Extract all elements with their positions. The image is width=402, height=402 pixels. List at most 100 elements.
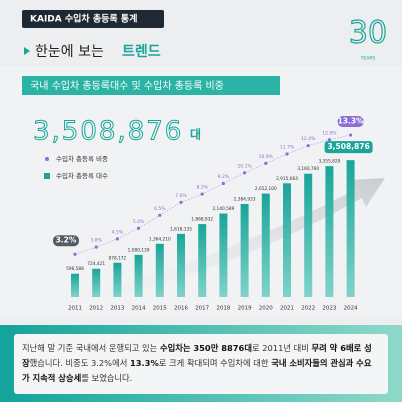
chart-title: 국내 수입차 총등록대수 및 수입차 총등록 비중 — [30, 79, 224, 92]
x-tick-label: 2018 — [216, 306, 230, 312]
bar — [261, 193, 270, 297]
share-point — [349, 133, 353, 137]
logo-number: 30 — [349, 16, 387, 51]
legend-label: 수입차 총등록 대수 — [56, 171, 108, 180]
big-number: 3,508,876 — [33, 117, 183, 147]
value-label: 3,508,876 — [327, 142, 369, 151]
legend-dot — [45, 157, 49, 161]
paragraph-segment: 지난해 말 기준 국내에서 운행되고 있는 — [22, 343, 160, 353]
share-label: 6.5% — [154, 206, 166, 212]
x-tick-label: 2011 — [68, 306, 82, 312]
x-tick-label: 2022 — [301, 306, 315, 312]
value-label: 1,080,139 — [128, 247, 150, 253]
legend-swatch — [44, 173, 50, 179]
share-point — [73, 252, 77, 256]
share-label-bg — [337, 116, 364, 128]
x-tick-label: 2024 — [344, 306, 358, 312]
paragraph: 지난해 말 기준 국내에서 운행되고 있는 수입차는 350만 8876대로 2… — [22, 341, 378, 386]
value-label: 1,868,932 — [191, 217, 213, 223]
x-tick-label: 2012 — [89, 306, 103, 312]
share-point — [137, 226, 141, 230]
x-tick-label: 2017 — [195, 306, 209, 312]
share-point — [306, 144, 310, 148]
value-label: 878,172 — [109, 255, 127, 261]
value-label-bg — [324, 141, 373, 154]
logo-text: YEARS — [360, 56, 376, 62]
chart-title-bg — [22, 76, 280, 95]
value-label: 2,140,589 — [212, 206, 234, 212]
value-label: 2,652,100 — [255, 186, 277, 192]
headline: 한눈에 보는 — [35, 44, 104, 60]
share-point — [200, 192, 204, 196]
share-point — [285, 152, 289, 156]
paragraph-segment: 무려 약 6배로 성장 — [22, 343, 372, 368]
share-label: 13.3% — [338, 117, 365, 126]
paragraph-segment: 했습니다. 비중도 3.2%에서 — [29, 358, 130, 368]
value-label: 2,915,664 — [276, 176, 298, 182]
paragraph-segment: 를 보였습니다. — [81, 373, 133, 383]
tag: KAIDA 수입차 총등록 통계 — [30, 13, 137, 25]
bar — [346, 160, 355, 297]
bar — [283, 183, 291, 297]
paragraph-segment: 로 2011년 대비 — [251, 343, 312, 353]
share-label: 7.6% — [175, 193, 187, 199]
share-label: 4.5% — [112, 229, 124, 235]
bar — [113, 262, 122, 297]
share-label: 8.3% — [196, 185, 208, 191]
share-label: 12.4% — [301, 136, 316, 142]
value-label: 1,618,135 — [170, 226, 192, 232]
value-label: 596,588 — [66, 266, 84, 272]
x-tick-label: 2023 — [322, 306, 336, 312]
value-label: 724,421 — [87, 261, 105, 267]
value-label: 1,364,210 — [149, 236, 171, 242]
tag-bg — [22, 10, 164, 28]
share-point — [94, 245, 98, 249]
share-label: 3.2% — [56, 236, 77, 245]
value-label: 3,355,829 — [318, 159, 340, 165]
bar — [325, 166, 334, 297]
share-point — [243, 171, 247, 175]
x-tick-label: 2015 — [153, 306, 167, 312]
x-tick-label: 2021 — [280, 306, 294, 312]
share-label: 12.9% — [322, 130, 337, 136]
share-line — [74, 134, 351, 255]
paragraph-segment: 로 크게 확대되며 수입차에 대한 — [158, 358, 272, 368]
x-tick-label: 2014 — [132, 306, 146, 312]
bar — [219, 213, 228, 297]
bar — [92, 268, 101, 297]
share-point — [264, 161, 268, 165]
bar — [71, 273, 79, 297]
share-point — [158, 213, 162, 217]
share-point — [115, 237, 119, 241]
share-label: 11.7% — [280, 144, 295, 150]
value-label: 2,384,933 — [234, 196, 256, 202]
x-tick-label: 2019 — [238, 306, 252, 312]
paragraph-segment: 13.3% — [129, 358, 159, 368]
headline-marker — [24, 47, 30, 55]
share-label-bg — [53, 235, 79, 247]
value-label: 3,160,760 — [297, 166, 319, 172]
share-label: 9.2% — [218, 174, 230, 180]
x-tick-label: 2013 — [110, 306, 124, 312]
share-label: 10.1% — [237, 163, 252, 169]
share-label: 3.8% — [90, 238, 102, 244]
x-tick-label: 2016 — [174, 306, 188, 312]
share-point — [179, 200, 183, 204]
bar — [134, 254, 143, 297]
paragraph-segment: 수입차는 350만 8876대 — [159, 343, 252, 353]
share-label: 10.9% — [259, 154, 274, 160]
legend-label: 수입차 총등록 비중 — [56, 154, 108, 163]
bar — [240, 203, 249, 297]
bar — [304, 173, 313, 297]
share-point — [327, 138, 331, 142]
bar — [177, 233, 185, 297]
share-point — [221, 181, 225, 186]
text-box — [14, 334, 388, 394]
bar — [198, 224, 207, 297]
x-tick-label: 2020 — [259, 306, 273, 312]
big-unit: 대 — [190, 128, 201, 142]
share-label: 5.4% — [133, 219, 145, 225]
paragraph-segment: 국내 소비자들의 관심과 수요가 지속적 상승세 — [22, 358, 372, 383]
